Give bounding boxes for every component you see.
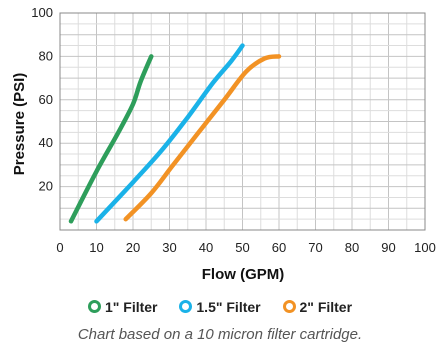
series-layer	[68, 43, 282, 224]
x-tick-label: 50	[235, 240, 249, 255]
series-line-1-5in-filter	[94, 43, 245, 224]
pressure-flow-chart: 0 10 20 30 40 50 60 70 80 90 100 20 40 60 80 100 Flow …	[11, 5, 436, 283]
x-axis-label: Flow (GPM)	[202, 266, 285, 283]
x-tick-label: 40	[199, 240, 213, 255]
plot-frame	[59, 12, 426, 231]
y-tick-label: 20	[39, 179, 53, 194]
y-tick-label: 60	[39, 92, 53, 107]
x-tick-label: 10	[89, 240, 103, 255]
x-tick-label: 90	[381, 240, 395, 255]
x-tick-label: 20	[126, 240, 140, 255]
legend-label-2in: 2" Filter	[299, 299, 353, 315]
legend: 1" Filter 1.5" Filter 2" Filter	[0, 299, 440, 315]
x-tick-label: 80	[345, 240, 359, 255]
chart-footnote: Chart based on a 10 micron filter cartri…	[77, 326, 363, 343]
legend-item-1in: 1" Filter	[87, 299, 158, 315]
x-tick-label: 100	[414, 240, 436, 255]
y-tick-label: 100	[31, 5, 53, 20]
x-tick-labels: 0 10 20 30 40 50 60 70 80 90 100	[56, 240, 435, 255]
x-tick-label: 70	[308, 240, 322, 255]
legend-item-1-5in: 1.5" Filter	[179, 299, 261, 315]
x-tick-label: 60	[272, 240, 286, 255]
legend-marker-1in	[87, 300, 101, 313]
legend-item-2in: 2" Filter	[282, 299, 353, 315]
y-tick-labels: 20 40 60 80 100	[31, 5, 53, 194]
legend-marker-1-5in	[179, 300, 193, 313]
legend-marker-2in	[282, 300, 296, 313]
legend-label-1in: 1" Filter	[104, 299, 158, 315]
series-line-1in-filter	[68, 54, 154, 224]
y-tick-label: 80	[39, 48, 53, 63]
y-tick-label: 40	[39, 135, 53, 150]
legend-label-1-5in: 1.5" Filter	[196, 299, 261, 315]
x-tick-label: 30	[162, 240, 176, 255]
y-axis-label: Pressure (PSI)	[11, 73, 28, 176]
series-line-2in-filter	[123, 54, 282, 222]
chart-grid	[60, 13, 425, 230]
x-tick-label: 0	[56, 240, 63, 255]
